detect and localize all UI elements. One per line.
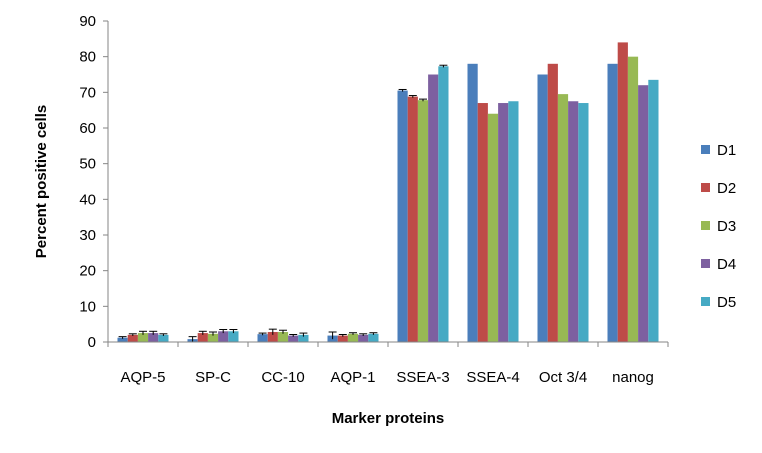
bar bbox=[358, 334, 369, 342]
bar bbox=[617, 42, 628, 343]
bar bbox=[568, 101, 579, 342]
bar bbox=[228, 331, 239, 342]
x-axis-tick-labels: AQP-5 SP-C CC-10 AQP-1 SSEA-3 SSEA-4 Oct 3/4 na… bbox=[120, 369, 653, 386]
x-tick-label: SP-C bbox=[195, 369, 231, 386]
y-tick-label: 80 bbox=[79, 49, 96, 66]
bar bbox=[337, 335, 348, 342]
y-tick-label: 90 bbox=[79, 13, 96, 30]
y-tick-label: 20 bbox=[79, 263, 96, 280]
bar bbox=[648, 79, 659, 342]
bar bbox=[207, 333, 219, 342]
y-tick-label: 50 bbox=[79, 156, 96, 173]
bar bbox=[607, 63, 618, 343]
bar bbox=[127, 334, 138, 342]
bar bbox=[438, 66, 449, 343]
y-axis-tick-labels: 0 10 20 30 40 50 60 70 80 90 bbox=[79, 13, 96, 351]
bar bbox=[627, 56, 639, 343]
bar bbox=[498, 103, 509, 343]
bar bbox=[298, 334, 309, 342]
y-tick-label: 0 bbox=[88, 334, 96, 351]
error-bars bbox=[118, 64, 448, 342]
x-tick-label: AQP-5 bbox=[120, 369, 165, 386]
x-tick-label: AQP-1 bbox=[330, 369, 375, 386]
legend-label: D5 bbox=[717, 294, 736, 311]
legend-label: D1 bbox=[717, 142, 736, 159]
legend-label: D3 bbox=[717, 218, 736, 235]
legend-swatch bbox=[701, 145, 710, 154]
bar bbox=[277, 332, 289, 342]
x-tick-label: SSEA-3 bbox=[396, 369, 449, 386]
legend-swatch bbox=[701, 297, 710, 306]
bar bbox=[428, 74, 439, 342]
y-tick-label: 40 bbox=[79, 191, 96, 208]
bar bbox=[257, 334, 268, 342]
legend-label: D2 bbox=[717, 180, 736, 197]
y-tick-label: 60 bbox=[79, 120, 96, 137]
y-axis-title: Percent positive cells bbox=[33, 105, 50, 258]
bar bbox=[547, 63, 558, 343]
x-tick-label: Oct 3/4 bbox=[539, 369, 587, 386]
bar bbox=[267, 332, 278, 342]
bar bbox=[578, 103, 589, 343]
bar bbox=[158, 334, 169, 342]
bar bbox=[477, 103, 488, 343]
bar bbox=[467, 63, 478, 343]
x-axis-title: Marker proteins bbox=[332, 410, 445, 427]
bar bbox=[407, 96, 418, 342]
bar bbox=[218, 331, 229, 342]
x-axis-ticks bbox=[107, 342, 669, 347]
bar bbox=[137, 333, 149, 342]
x-tick-label: nanog bbox=[612, 369, 654, 386]
bar bbox=[397, 90, 408, 342]
y-axis-ticks bbox=[103, 20, 108, 343]
bar bbox=[487, 113, 499, 342]
bar bbox=[368, 333, 379, 342]
bar bbox=[508, 101, 519, 342]
y-tick-label: 10 bbox=[79, 298, 96, 315]
legend-swatch bbox=[701, 259, 710, 268]
bar bbox=[347, 333, 359, 342]
legend: D1 D2 D3 D4 D5 bbox=[701, 142, 736, 311]
bars bbox=[117, 42, 659, 343]
bar bbox=[288, 335, 299, 342]
legend-label: D4 bbox=[717, 256, 736, 273]
bar bbox=[117, 337, 128, 342]
legend-swatch bbox=[701, 221, 710, 230]
bar bbox=[197, 333, 208, 342]
bar bbox=[638, 85, 649, 342]
bar bbox=[148, 333, 159, 342]
bar bbox=[557, 94, 569, 342]
x-tick-label: SSEA-4 bbox=[466, 369, 519, 386]
bar bbox=[537, 74, 548, 342]
y-tick-label: 70 bbox=[79, 84, 96, 101]
x-tick-label: CC-10 bbox=[261, 369, 304, 386]
legend-swatch bbox=[701, 183, 710, 192]
y-tick-label: 30 bbox=[79, 227, 96, 244]
bar bbox=[417, 100, 429, 343]
